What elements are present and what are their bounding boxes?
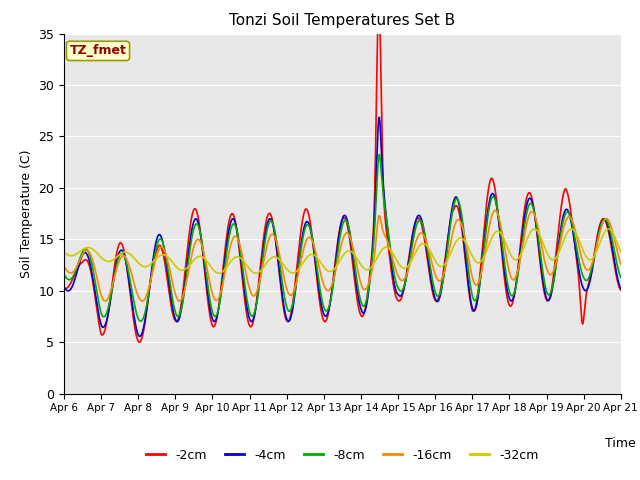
Title: Tonzi Soil Temperatures Set B: Tonzi Soil Temperatures Set B [229, 13, 456, 28]
Y-axis label: Soil Temperature (C): Soil Temperature (C) [20, 149, 33, 278]
Text: TZ_fmet: TZ_fmet [70, 44, 127, 58]
Legend: -2cm, -4cm, -8cm, -16cm, -32cm: -2cm, -4cm, -8cm, -16cm, -32cm [141, 444, 543, 467]
X-axis label: Time: Time [605, 437, 636, 450]
